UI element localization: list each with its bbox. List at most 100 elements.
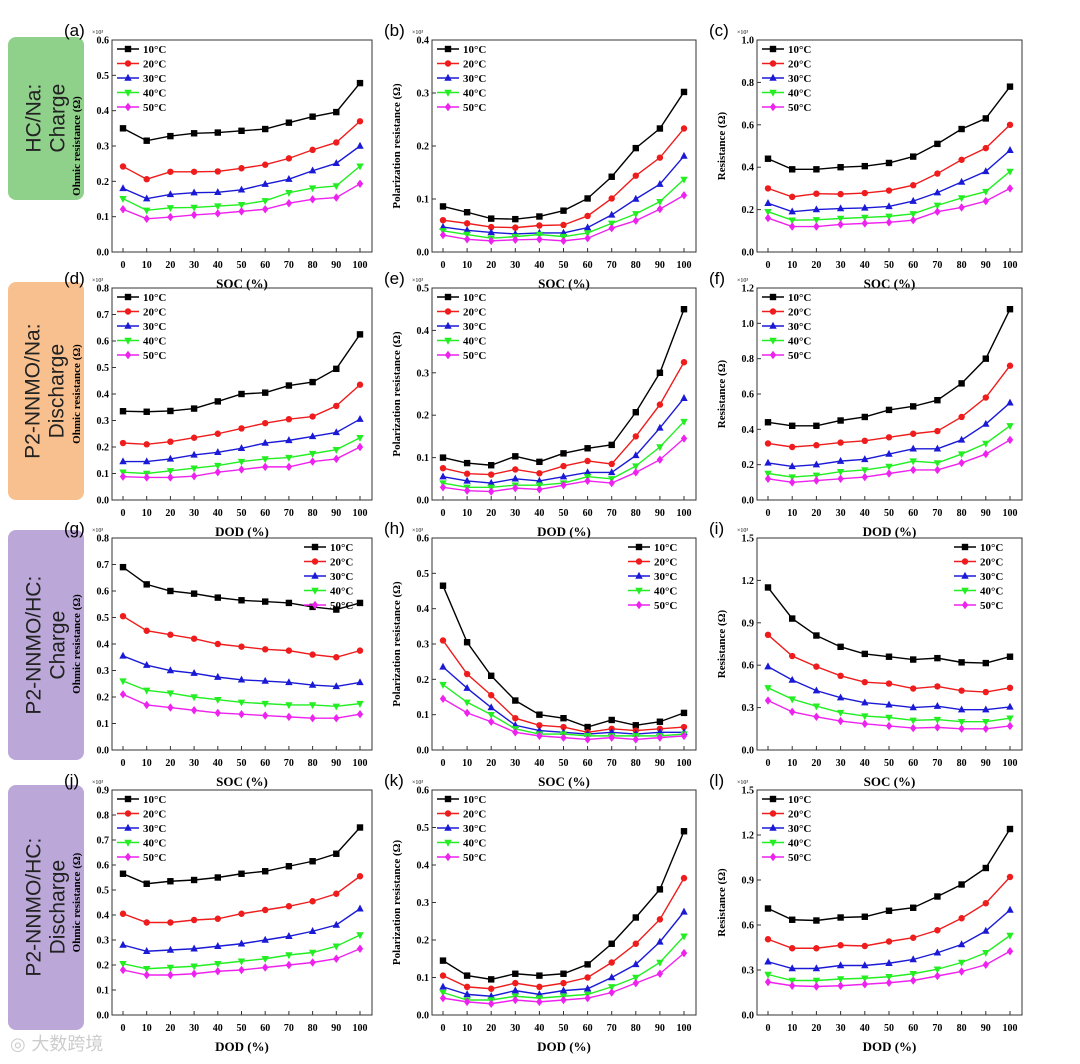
row-label-0: HC/Na: Charge — [8, 37, 84, 200]
data-point — [813, 422, 820, 429]
y-tick-label: 0.3 — [417, 898, 430, 909]
data-point — [261, 456, 269, 464]
data-point — [680, 731, 688, 741]
x-tick-label: 50 — [884, 1023, 894, 1034]
y-tick-label: 0.1 — [417, 710, 430, 721]
data-point — [632, 940, 639, 947]
data-point — [910, 904, 917, 911]
data-point — [285, 903, 293, 910]
data-point — [237, 699, 246, 707]
data-point — [680, 125, 688, 132]
legend-label: 20°C — [980, 557, 1003, 569]
x-tick-label: 70 — [932, 508, 942, 519]
data-point — [119, 940, 127, 948]
y-tick-label: 0.6 — [97, 861, 110, 872]
panel-label: (d) — [64, 269, 85, 288]
y-tick-label: 1.2 — [742, 576, 755, 587]
data-point — [143, 137, 150, 144]
data-point — [166, 190, 175, 198]
data-point — [861, 413, 868, 421]
legend-item: 40°C — [628, 586, 677, 598]
legend-label: 30°C — [788, 73, 811, 85]
data-point — [308, 166, 317, 174]
data-point — [861, 975, 869, 983]
data-point — [119, 870, 127, 877]
x-tick-label: 10 — [787, 260, 797, 271]
data-point — [238, 870, 245, 877]
x-tick-label: 60 — [260, 758, 270, 769]
data-point — [333, 654, 340, 661]
legend-label: 40°C — [143, 336, 166, 348]
series-line — [442, 361, 685, 476]
x-tick-label: 80 — [308, 260, 318, 271]
series-20°C — [439, 359, 688, 478]
series-50°C — [764, 696, 1014, 733]
data-point — [769, 293, 777, 301]
series-50°C — [764, 184, 1014, 231]
data-point — [608, 223, 615, 233]
data-point — [836, 469, 845, 476]
data-point — [656, 937, 664, 945]
x-tick-label: 100 — [353, 508, 368, 519]
data-point — [560, 995, 567, 1005]
data-point — [262, 389, 269, 396]
x-tick-label: 0 — [766, 508, 771, 519]
data-point — [680, 306, 688, 313]
data-point — [119, 184, 127, 192]
data-point — [584, 974, 591, 981]
data-point — [958, 724, 965, 733]
data-point — [560, 723, 567, 731]
data-point — [143, 970, 150, 980]
data-point — [656, 444, 664, 452]
data-point — [439, 483, 447, 492]
x-tick-label: 50 — [237, 508, 247, 519]
data-point — [958, 967, 965, 976]
data-point — [885, 700, 893, 708]
legend-label: 30°C — [463, 73, 486, 85]
data-point — [356, 710, 364, 719]
data-point — [1006, 653, 1014, 660]
data-point — [608, 478, 615, 488]
data-point — [143, 966, 151, 973]
data-point — [333, 606, 340, 613]
data-point — [764, 213, 772, 223]
legend-item: 10°C — [304, 542, 353, 554]
data-point — [982, 719, 990, 726]
data-point — [536, 722, 543, 729]
y-axis-label: Ohmic resistance (Ω) — [71, 96, 83, 196]
data-point — [958, 687, 965, 694]
data-point — [635, 600, 643, 610]
data-point — [861, 678, 868, 686]
x-tick-label: 100 — [677, 1023, 692, 1034]
x-tick-label: 80 — [308, 508, 318, 519]
legend-item: 50°C — [117, 852, 166, 864]
data-point — [982, 440, 990, 448]
data-point — [910, 723, 917, 733]
data-point — [1006, 702, 1014, 710]
y-tick-label: 0.8 — [97, 534, 110, 545]
legend-label: 20°C — [788, 809, 811, 821]
data-point — [560, 480, 567, 490]
data-point — [933, 701, 942, 709]
y-tick-label: 0.8 — [97, 284, 110, 295]
data-point — [308, 185, 317, 193]
x-tick-label: 100 — [1003, 508, 1018, 519]
x-tick-label: 100 — [1003, 758, 1018, 769]
data-point — [262, 419, 269, 427]
legend-item: 30°C — [954, 571, 1003, 583]
data-point — [309, 195, 316, 204]
data-point — [836, 693, 845, 701]
x-tick-label: 50 — [237, 260, 247, 271]
y-tick-label: 0.0 — [97, 248, 110, 259]
legend-label: 50°C — [143, 102, 166, 114]
data-point — [124, 73, 132, 81]
data-point — [933, 716, 942, 724]
data-point — [982, 188, 990, 196]
data-point — [190, 168, 198, 175]
y-axis-label: Polarization resistance (Ω) — [391, 840, 403, 966]
data-point — [124, 89, 132, 97]
data-point — [238, 643, 245, 650]
legend-item: 30°C — [437, 823, 486, 835]
y-tick-label: 0.4 — [97, 640, 110, 651]
legend-item: 20°C — [437, 307, 486, 319]
